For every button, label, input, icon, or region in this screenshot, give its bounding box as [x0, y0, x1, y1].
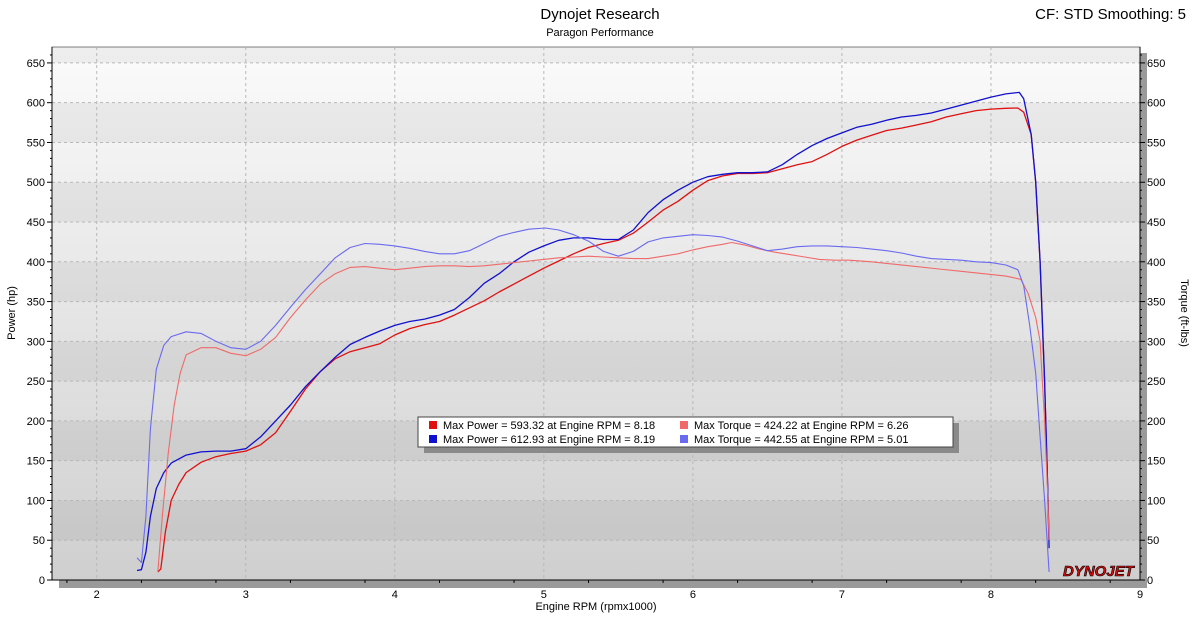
series-lines [136, 91, 1050, 573]
legend-entry: Max Power = 593.32 at Engine RPM = 8.18 [443, 420, 655, 432]
legend-swatch [429, 421, 437, 429]
legend-swatch [680, 435, 688, 443]
legend-swatch [429, 435, 437, 443]
y-tick-label-right: 600 [1147, 98, 1165, 110]
y-tick-label-left: 150 [27, 456, 45, 468]
y-tick-label-right: 150 [1147, 456, 1165, 468]
y-tick-label-right: 100 [1147, 495, 1165, 507]
plot-area [51, 46, 1141, 581]
y-tick-label-right: 450 [1147, 217, 1165, 229]
y-tick-label-left: 50 [33, 535, 45, 547]
series-line-1 [157, 107, 1050, 573]
grid-lines [52, 47, 1140, 580]
y-tick-label-right: 50 [1147, 535, 1159, 547]
series-line-2 [136, 91, 1050, 572]
x-tick-label: 2 [94, 589, 100, 601]
logo-text: DYNOJET [1063, 563, 1136, 580]
y-tick-label-right: 500 [1147, 177, 1165, 189]
x-tick-label: 9 [1137, 589, 1143, 601]
dynojet-logo: DYNOJET [1063, 563, 1136, 581]
y-tick-label-right: 300 [1147, 336, 1165, 348]
y-tick-label-left: 550 [27, 137, 45, 149]
y-tick-label-left: 650 [27, 58, 45, 70]
y-tick-label-left: 500 [27, 177, 45, 189]
y-tick-label-right: 350 [1147, 297, 1165, 309]
y-tick-label-right: 200 [1147, 416, 1165, 428]
y-tick-label-left: 250 [27, 376, 45, 388]
legend-entry: Max Torque = 442.55 at Engine RPM = 5.01 [694, 434, 908, 446]
y-tick-label-left: 450 [27, 217, 45, 229]
x-tick-label: 8 [988, 589, 994, 601]
grid-band [53, 500, 1139, 541]
left-axis: 0 50 100 150 200 250 300 350 400 450 500 550 600 650 [27, 47, 53, 587]
y-tick-label-right: 0 [1147, 575, 1153, 587]
y-tick-label-right: 400 [1147, 257, 1165, 269]
x-tick-label: 4 [392, 589, 398, 601]
legend-entry: Max Torque = 424.22 at Engine RPM = 6.26 [694, 420, 908, 432]
y-tick-label-left: 0 [39, 575, 45, 587]
y-tick-label-left: 100 [27, 495, 45, 507]
y-tick-label-left: 200 [27, 416, 45, 428]
x-tick-label: 6 [690, 589, 696, 601]
x-tick-label: 3 [243, 589, 249, 601]
legend-swatch [680, 421, 688, 429]
y-axis-label-left: Power (hp) [6, 286, 18, 340]
correction-factor-label: CF: STD Smoothing: 5 [1035, 6, 1186, 23]
grid-band [53, 261, 1139, 302]
right-axis: 0 50 100 150 200 250 300 350 400 450 500 550 600 650 [1139, 47, 1165, 587]
grid-band [53, 102, 1139, 143]
y-axis-label-right: Torque (ft-lbs) [1178, 279, 1190, 347]
x-tick-label: 5 [541, 589, 547, 601]
legend-entry: Max Power = 612.93 at Engine RPM = 8.19 [443, 434, 655, 446]
y-tick-label-left: 350 [27, 297, 45, 309]
grid-band [53, 182, 1139, 223]
grid-band [53, 47, 1139, 63]
y-tick-label-left: 400 [27, 257, 45, 269]
x-axis: 2 3 4 5 6 7 8 9 [52, 579, 1143, 601]
chart-subtitle: Paragon Performance [546, 27, 654, 39]
x-tick-label: 7 [839, 589, 845, 601]
chart-title: Dynojet Research [540, 6, 660, 23]
y-tick-label-right: 650 [1147, 58, 1165, 70]
series-line-4 [136, 227, 1050, 573]
y-tick-label-right: 250 [1147, 376, 1165, 388]
y-tick-label-right: 550 [1147, 137, 1165, 149]
series-line-3 [157, 241, 1050, 573]
legend: Max Power = 593.32 at Engine RPM = 8.18 M… [417, 416, 959, 453]
x-axis-label: Engine RPM (rpmx1000) [535, 601, 656, 613]
y-tick-label-left: 600 [27, 98, 45, 110]
y-tick-label-left: 300 [27, 336, 45, 348]
